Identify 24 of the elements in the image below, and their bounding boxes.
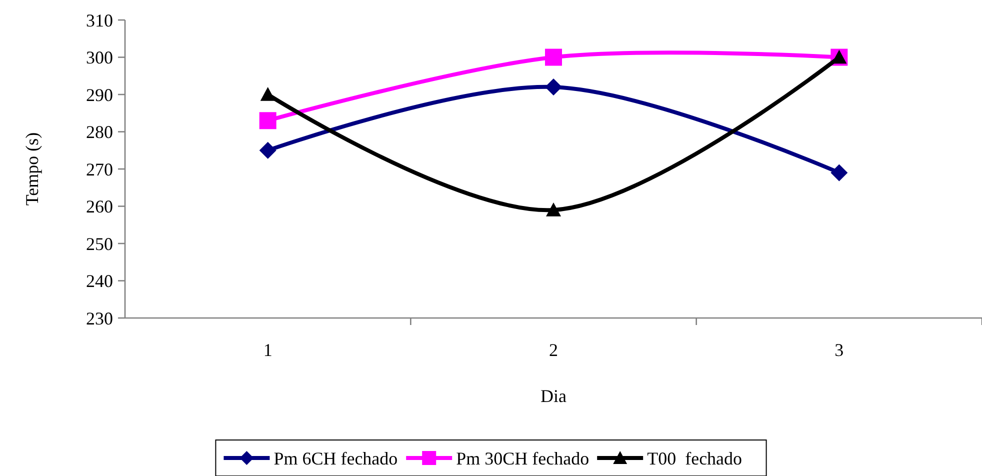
y-tick-label: 290	[86, 84, 113, 105]
legend-label: Pm 6CH fechado	[274, 448, 398, 468]
y-tick-label: 250	[86, 234, 113, 254]
y-tick-label: 300	[86, 48, 113, 68]
x-tick-label: 3	[834, 340, 844, 360]
legend-label: T00 fechado	[647, 448, 742, 468]
y-tick-label: 240	[86, 271, 113, 292]
y-tick-label: 310	[86, 10, 113, 30]
y-tick-label: 270	[86, 159, 113, 180]
point	[545, 48, 562, 66]
y-tick-label: 280	[86, 122, 113, 142]
point	[259, 142, 276, 159]
x-axis-title: Dia	[540, 386, 566, 406]
y-axis-title: Tempo (s)	[22, 132, 42, 206]
point	[546, 202, 561, 216]
x-tick-label: 2	[549, 340, 558, 360]
point	[545, 78, 562, 96]
point	[259, 112, 276, 130]
x-tick-label: 1	[263, 340, 272, 360]
y-tick-label: 230	[86, 308, 113, 328]
legend-label: Pm 30CH fechado	[456, 448, 590, 468]
y-tick-label: 260	[86, 196, 113, 217]
point	[830, 164, 848, 182]
point	[260, 87, 276, 101]
